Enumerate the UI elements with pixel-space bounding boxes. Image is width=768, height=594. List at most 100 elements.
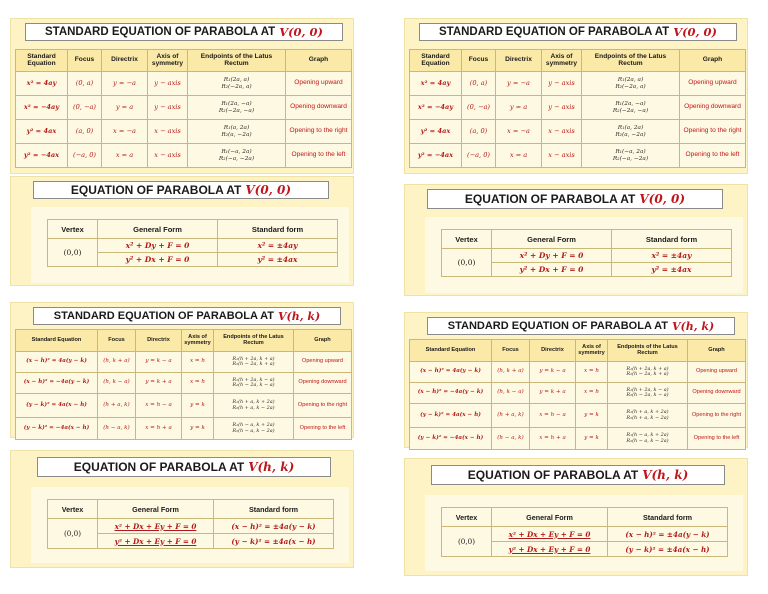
cell-equation: y² = −4ax	[409, 143, 462, 168]
cell-vertex: (0,0)	[47, 518, 98, 549]
header-focus: Focus	[461, 49, 496, 72]
cell-vertex: (0,0)	[47, 238, 98, 267]
lr-point-1: R₁(h − a, k + 2a)	[232, 422, 275, 429]
cell-directrix: x = h − a	[135, 393, 182, 418]
cell-latus-rectum: R₁(h + 2a, k + a) R₂(h − 2a, k + a)	[607, 361, 688, 383]
cell-focus: (h − a, k)	[491, 427, 530, 450]
cell-latus-rectum: R₁(a, 2a) R₂(a, −2a)	[581, 119, 680, 144]
cell-general-form: y² + Dx + F = 0	[491, 262, 612, 277]
table-row: (0,0) x² + Dy + F = 0 x² = ±4ay	[47, 238, 338, 267]
title-text: EQUATION OF PARABOLA AT	[467, 468, 639, 482]
lr-point-2: R₂(h − 2a, k + a)	[626, 371, 669, 377]
cell-graph: Opening to the left	[293, 417, 352, 440]
header-latus-rectum: Endpoints of the Latus Rectum	[581, 49, 680, 72]
cell-equation: (y − k)² = 4a(x − h)	[15, 393, 98, 418]
header-axis: Axis of symmetry	[575, 339, 608, 362]
header-standard-form: Standard form	[611, 229, 732, 249]
lr-point-1: R₁(−a, 2a)	[221, 149, 252, 156]
table-row: (0,0) x² + Dx + Ey + F = 0 (x − h)² = ±4…	[441, 526, 728, 557]
header-graph: Graph	[293, 329, 352, 352]
header-graph: Graph	[679, 49, 746, 72]
cell-focus: (a, 0)	[461, 119, 496, 144]
std-vhk-title-right: STANDARD EQUATION OF PARABOLA AT V(h, k)	[427, 317, 735, 335]
lr-point-2: R₂(−2a, −a)	[218, 107, 255, 114]
cell-graph: Opening to the right	[687, 403, 746, 428]
table-row: (x − h)² = −4a(y − k) (h, k − a) y = k +…	[15, 372, 352, 394]
std-vhk-card-right: STANDARD EQUATION OF PARABOLA AT V(h, k)…	[404, 312, 748, 450]
title-vertex: V(h, k)	[671, 319, 715, 333]
title-text: STANDARD EQUATION OF PARABOLA AT	[53, 310, 274, 322]
lr-point-2: R₂(a, −2a)	[615, 131, 646, 138]
cell-graph: Opening downward	[293, 372, 352, 394]
table-row: (x − h)² = 4a(y − k) (h, k + a) y = k − …	[409, 361, 746, 383]
cell-axis: y − axis	[541, 95, 582, 120]
cell-directrix: x = h + a	[135, 417, 182, 440]
cell-focus: (h, k + a)	[97, 351, 136, 373]
cell-graph: Opening downward	[679, 95, 746, 120]
cell-focus: (0, a)	[461, 71, 496, 96]
lr-point-1: R₁(h + a, k + 2a)	[232, 399, 275, 406]
gen-vhk-table-right: Vertex General Form Standard form (0,0) …	[441, 507, 728, 557]
cell-general-form: x² + Dx + Ey + F = 0	[491, 526, 608, 542]
cell-latus-rectum: R₁(2a, −a) R₂(−2a, −a)	[581, 95, 680, 120]
table-row: (y − k)² = −4a(x − h) (h − a, k) x = h +…	[15, 417, 352, 440]
lr-point-2: R₂(h + a, k − 2a)	[232, 404, 275, 411]
cell-focus: (h − a, k)	[97, 417, 136, 440]
header-general-form: General Form	[491, 229, 612, 249]
cell-equation: (y − k)² = 4a(x − h)	[409, 403, 492, 428]
cell-focus: (h, k − a)	[97, 372, 136, 394]
cell-general-form: y² + Dx + Ey + F = 0	[491, 541, 608, 557]
lr-point-2: R₂(−a, −2a)	[218, 155, 255, 162]
header-graph: Graph	[687, 339, 746, 362]
header-focus: Focus	[67, 49, 102, 72]
table-row: y² = 4ax (a, 0) x = −a x − axis R₁(a, 2a…	[409, 119, 746, 144]
table-row: (y − k)² = 4a(x − h) (h + a, k) x = h − …	[15, 393, 352, 418]
lr-point-2: R₂(h − a, k − 2a)	[626, 437, 669, 444]
cell-standard-form: (y − k)² = ±4a(x − h)	[213, 533, 334, 549]
cell-graph: Opening to the right	[285, 119, 352, 144]
cell-directrix: x = h + a	[529, 427, 576, 450]
lr-point-2: R₂(−2a, a)	[615, 83, 646, 90]
header-standard-form: Standard form	[217, 219, 338, 239]
header-directrix: Directrix	[495, 49, 542, 72]
cell-latus-rectum: R₁(a, 2a) R₂(a, −2a)	[187, 119, 286, 144]
cell-standard-form: (y − k)² = ±4a(x − h)	[607, 541, 728, 557]
cell-directrix: y = k + a	[135, 372, 182, 394]
gen-vhk-title-right: EQUATION OF PARABOLA AT V(h, k)	[431, 465, 725, 485]
cell-latus-rectum: R₁(−a, 2a) R₂(−a, −2a)	[581, 143, 680, 168]
header-vertex: Vertex	[441, 507, 492, 527]
table-row: x² = 4ay (0, a) y = −a y − axis R₁(2a, a…	[15, 71, 352, 96]
cell-general-form: x² + Dx + Ey + F = 0	[97, 518, 214, 534]
lr-point-2: R₂(h − 2a, k + a)	[232, 361, 275, 367]
header-vertex: Vertex	[47, 219, 98, 239]
cell-axis: x = h	[181, 372, 214, 394]
header-standard-form: Standard form	[213, 499, 334, 519]
cell-latus-rectum: R₁(h + 2a, k − a) R₂(h − 2a, k − a)	[607, 382, 688, 404]
lr-point-2: R₂(−2a, −a)	[612, 107, 649, 114]
cell-axis: y = k	[181, 393, 214, 418]
table-row: (y − k)² = 4a(x − h) (h + a, k) x = h − …	[409, 403, 746, 428]
header-vertex: Vertex	[47, 499, 98, 519]
table-row: (0,0) x² + Dx + Ey + F = 0 (x − h)² = ±4…	[47, 518, 334, 549]
header-graph: Graph	[285, 49, 352, 72]
title-text: EQUATION OF PARABOLA AT	[70, 183, 242, 197]
table-row: (y − k)² = −4a(x − h) (h − a, k) x = h +…	[409, 427, 746, 450]
lr-point-1: R₁(h + 2a, k + a)	[626, 365, 669, 372]
cell-equation: (y − k)² = −4a(x − h)	[409, 427, 492, 450]
cell-focus: (0, a)	[67, 71, 102, 96]
cell-directrix: x = a	[101, 143, 148, 168]
gen-v00-title-left: EQUATION OF PARABOLA AT V(0, 0)	[33, 181, 329, 199]
cell-general-form: y² + Dx + F = 0	[97, 252, 218, 267]
title-vertex: V(h, k)	[642, 468, 689, 482]
cell-general-form: y² + Dx + Ey + F = 0	[97, 533, 214, 549]
table-row: y² + Dx + F = 0 y² = ±4ax	[442, 262, 732, 277]
cell-axis: x − axis	[147, 143, 188, 168]
header-directrix: Directrix	[135, 329, 182, 352]
cell-axis: x − axis	[147, 119, 188, 144]
header-latus-rectum: Endpoints of the Latus Rectum	[187, 49, 286, 72]
cell-latus-rectum: R₁(h + a, k + 2a) R₂(h + a, k − 2a)	[213, 393, 294, 418]
table-row: x² = 4ay (0, a) y = −a y − axis R₁(2a, a…	[409, 71, 746, 96]
header-standard-equation: Standard Equation	[409, 339, 492, 362]
lr-point-2: R₂(h − a, k − 2a)	[232, 427, 275, 434]
header-standard-equation: Standard Equation	[409, 49, 462, 72]
